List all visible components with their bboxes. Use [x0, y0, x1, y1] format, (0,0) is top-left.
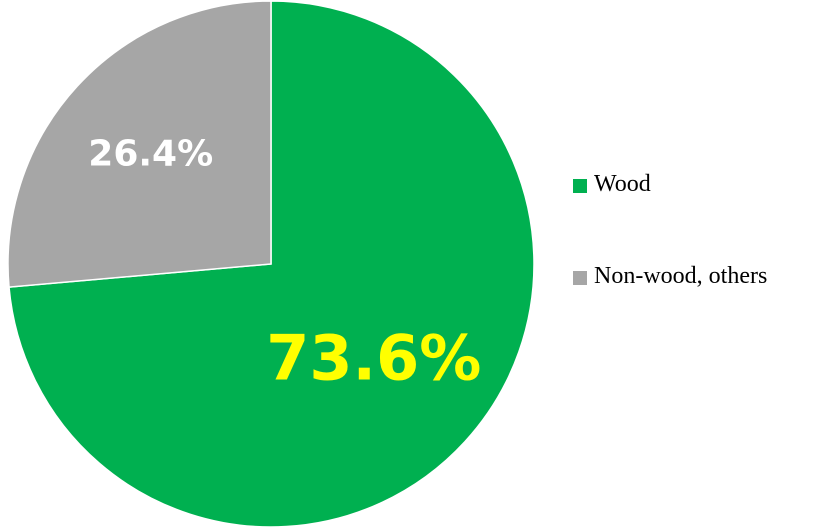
- pie-data-labels: 73.6% 26.4%: [88, 133, 481, 394]
- chart-legend: Wood Non-wood, others: [573, 171, 767, 289]
- data-label-wood: 73.6%: [266, 322, 481, 395]
- legend-swatch-wood: [573, 179, 587, 193]
- legend-label-non-wood-others: Non-wood, others: [594, 263, 767, 289]
- data-label-non-wood-others: 26.4%: [88, 133, 213, 174]
- pie-slices: [7, 0, 535, 527]
- legend-swatch-non-wood-others: [573, 271, 587, 285]
- legend-label-wood: Wood: [594, 171, 651, 197]
- pie-slice-non-wood-others: [7, 0, 272, 288]
